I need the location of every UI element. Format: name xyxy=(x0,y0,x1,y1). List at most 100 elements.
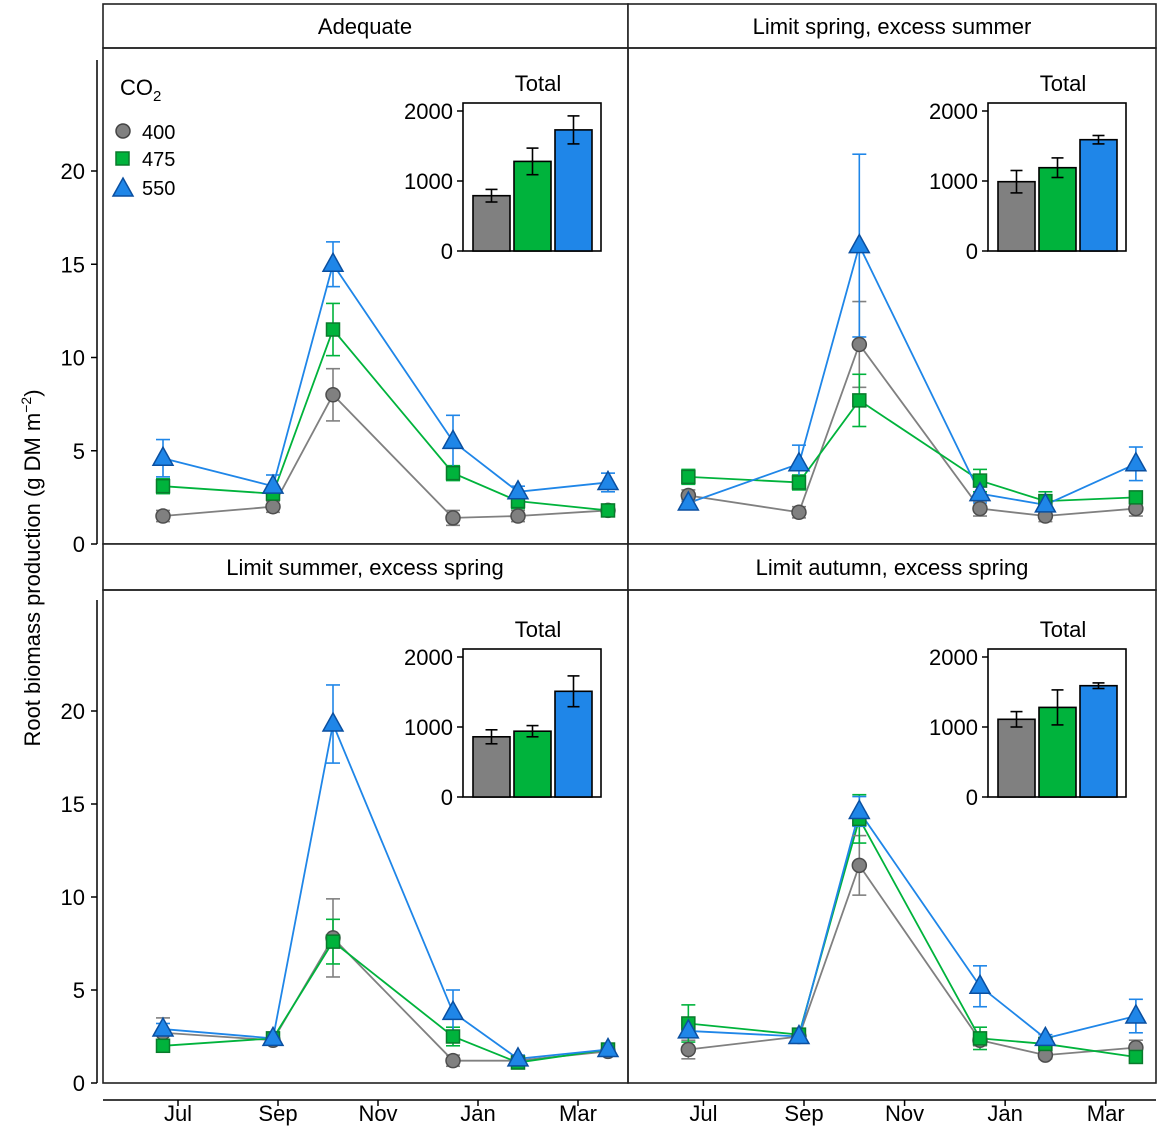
point-550 xyxy=(677,490,700,511)
point-475 xyxy=(791,475,807,490)
y-tick-label-upper: 5 xyxy=(73,439,85,464)
total-bar-475 xyxy=(1038,706,1077,798)
series-line-550 xyxy=(688,809,1137,1040)
total-bar-475 xyxy=(513,730,552,798)
point-475 xyxy=(1128,1049,1144,1065)
panel-title-limit-summer: Limit summer, excess spring xyxy=(226,555,504,580)
point-550 xyxy=(441,428,465,450)
point-475 xyxy=(445,465,461,481)
inset-title: Total xyxy=(515,71,561,96)
point-475 xyxy=(600,503,616,518)
total-bar-475 xyxy=(513,160,552,252)
point-400 xyxy=(265,498,281,515)
x-tick-label: Mar xyxy=(559,1101,597,1126)
legend-marker-550 xyxy=(111,176,135,197)
inset-y-tick-label: 0 xyxy=(441,785,453,810)
point-400 xyxy=(325,387,341,403)
total-bar-475 xyxy=(1038,166,1077,252)
point-550 xyxy=(596,1036,620,1058)
total-bar-550 xyxy=(1079,138,1118,252)
y-tick-label-lower: 0 xyxy=(73,1071,85,1096)
point-550 xyxy=(848,233,871,254)
x-tick-label: Jan xyxy=(460,1101,495,1126)
point-550 xyxy=(968,481,992,502)
point-475 xyxy=(972,1031,988,1046)
point-475 xyxy=(1128,490,1144,505)
point-550 xyxy=(321,251,345,272)
point-550 xyxy=(506,1046,530,1067)
point-550 xyxy=(1034,1025,1057,1047)
x-tick-label: Mar xyxy=(1087,1101,1125,1126)
series-line-400 xyxy=(688,863,1136,1057)
point-550 xyxy=(1034,492,1057,513)
total-bar-400 xyxy=(472,194,511,252)
point-550 xyxy=(677,1018,700,1039)
series-line-475 xyxy=(162,940,609,1064)
x-tick-label: Sep xyxy=(258,1101,297,1126)
y-tick-label-lower: 15 xyxy=(61,792,85,817)
inset-y-tick-label: 2000 xyxy=(929,99,978,124)
y-tick-label-lower: 10 xyxy=(61,885,85,910)
point-550 xyxy=(1124,451,1148,472)
total-bar-400 xyxy=(997,718,1036,798)
point-400 xyxy=(445,510,461,526)
legend-label-550: 550 xyxy=(142,178,175,200)
legend-label-475: 475 xyxy=(142,149,175,171)
point-400 xyxy=(972,500,988,517)
point-400 xyxy=(851,857,868,874)
y-tick-label-upper: 20 xyxy=(61,159,85,184)
inset-y-tick-label: 0 xyxy=(966,239,978,264)
panel-strip-limit-spring xyxy=(627,3,1157,49)
point-400 xyxy=(851,336,868,353)
inset-y-tick-label: 2000 xyxy=(404,645,453,670)
point-475 xyxy=(852,393,867,408)
total-bar-400 xyxy=(472,735,511,798)
point-475 xyxy=(325,934,341,949)
panel-strip-limit-summer xyxy=(102,543,629,591)
point-475 xyxy=(445,1029,461,1044)
point-550 xyxy=(151,1016,175,1037)
x-tick-label: Nov xyxy=(885,1101,924,1126)
point-475 xyxy=(681,469,696,485)
point-400 xyxy=(791,504,807,521)
point-550 xyxy=(848,798,871,820)
point-550 xyxy=(261,473,285,494)
series-line-400 xyxy=(162,936,609,1062)
series-line-550 xyxy=(162,720,609,1060)
series-line-550 xyxy=(162,262,609,493)
inset-y-tick-label: 2000 xyxy=(929,645,978,670)
total-bar-550 xyxy=(554,690,593,798)
panel-strip-adequate xyxy=(102,3,629,49)
y-axis-title: Root biomass production (g DM m−2) xyxy=(18,389,45,746)
point-550 xyxy=(596,469,620,491)
x-tick-label: Sep xyxy=(784,1101,823,1126)
x-tick-label: Jan xyxy=(987,1101,1022,1126)
x-tick-label: Jul xyxy=(689,1101,717,1126)
inset-title: Total xyxy=(515,617,561,642)
inset-title: Total xyxy=(1040,71,1086,96)
inset-y-tick-label: 1000 xyxy=(929,715,978,740)
point-400 xyxy=(680,1041,697,1058)
series-line-475 xyxy=(688,816,1137,1058)
series-line-475 xyxy=(688,399,1136,503)
inset-y-tick-label: 2000 xyxy=(404,99,453,124)
inset-title: Total xyxy=(1040,617,1086,642)
panel-title-limit-autumn: Limit autumn, excess spring xyxy=(756,555,1029,580)
point-550 xyxy=(151,445,175,466)
x-tick-label: Nov xyxy=(358,1101,397,1126)
inset-y-tick-label: 0 xyxy=(441,239,453,264)
legend-title-sub: 2 xyxy=(153,88,161,105)
legend-title: CO2 xyxy=(120,75,161,105)
series-line-400 xyxy=(688,342,1136,517)
point-475 xyxy=(155,1038,171,1054)
point-550 xyxy=(787,451,811,472)
y-axis-title-sup: −2 xyxy=(18,397,34,413)
inset-y-tick-label: 1000 xyxy=(404,715,453,740)
series-line-475 xyxy=(162,327,609,512)
total-bar-550 xyxy=(554,129,593,252)
point-550 xyxy=(441,999,465,1021)
panel-title-limit-spring: Limit spring, excess summer xyxy=(753,14,1032,39)
point-400 xyxy=(445,1052,461,1069)
